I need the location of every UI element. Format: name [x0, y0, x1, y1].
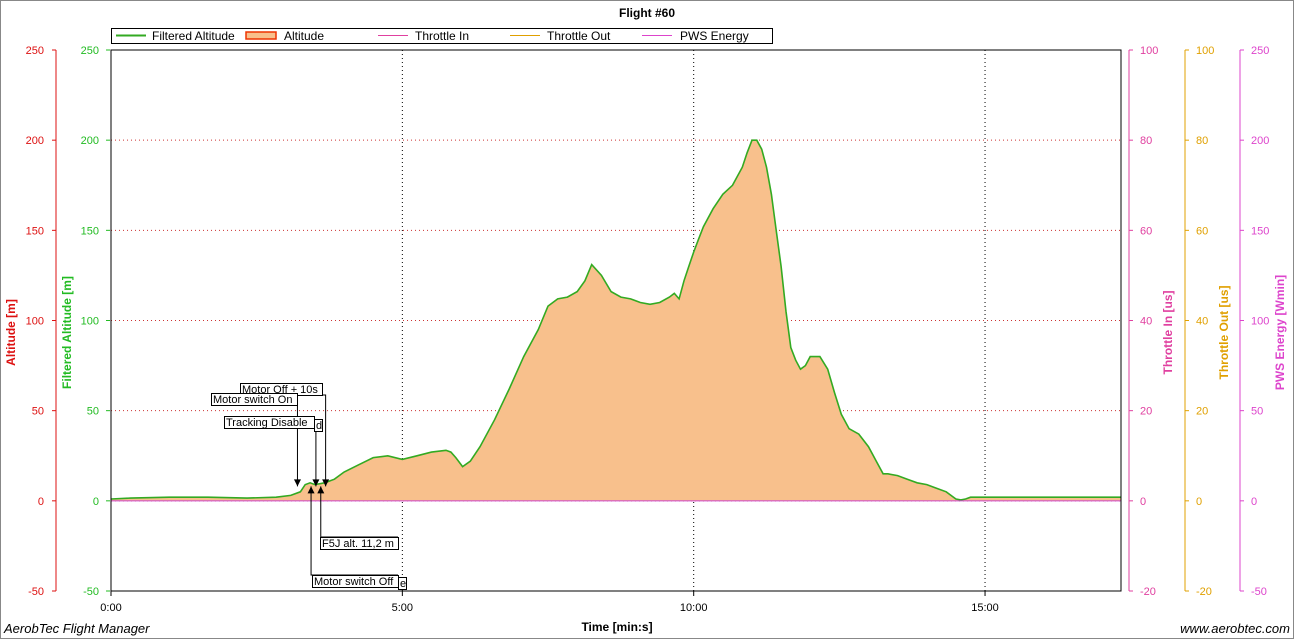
pws-energy-tick-label: 50 [1251, 406, 1263, 418]
altitude-tick-label: -50 [28, 586, 44, 598]
altitude-tick-label: 200 [26, 135, 44, 147]
pws-energy-tick-label: 0 [1251, 496, 1257, 508]
annotation-text: e [400, 578, 406, 590]
annotation-arrow [322, 479, 330, 487]
altitude-area [111, 140, 1121, 501]
filtered-altitude-tick-label: 100 [81, 316, 99, 328]
annotation-arrow [317, 486, 325, 494]
filtered-altitude-axis-title: Filtered Altitude [m] [60, 276, 74, 389]
annotation-leader [320, 486, 398, 538]
legend-swatch-altitude [245, 31, 277, 40]
throttle-in-tick-label: 80 [1140, 135, 1152, 147]
axes-layer: 0:00 5:00 10:00 15:00250200150100500-50Alti… [4, 45, 1287, 614]
legend-label-throttle-in: Throttle In [415, 29, 469, 43]
throttle-in-axis-title: Throttle In [us] [1161, 291, 1175, 375]
throttle-out-tick-label: 0 [1196, 496, 1202, 508]
annotation-text: d [316, 420, 322, 432]
throttle-out-axis-title: Throttle Out [us] [1217, 286, 1231, 380]
pws-energy-tick-label: -50 [1251, 586, 1267, 598]
annotation-text: Tracking Disable [226, 417, 308, 429]
legend: Filtered Altitude Altitude Throttle In T… [111, 28, 773, 44]
throttle-out-tick-label: 100 [1196, 45, 1214, 57]
x-tick-label: 0:00 [100, 602, 121, 614]
x-tick-label: 10:00 [680, 602, 708, 614]
throttle-out-tick-label: 60 [1196, 225, 1208, 237]
altitude-axis-title: Altitude [m] [4, 299, 18, 366]
annotation-text: Motor switch Off [314, 576, 394, 588]
x-tick-label: 5:00 [392, 602, 413, 614]
altitude-tick-label: 50 [32, 406, 44, 418]
throttle-in-tick-label: 0 [1140, 496, 1146, 508]
throttle-out-tick-label: 20 [1196, 406, 1208, 418]
filtered-altitude-tick-label: 200 [81, 135, 99, 147]
legend-label-throttle-out: Throttle Out [547, 29, 611, 43]
throttle-out-tick-label: -20 [1196, 586, 1212, 598]
legend-label-altitude: Altitude [284, 29, 324, 43]
throttle-in-tick-label: 20 [1140, 406, 1152, 418]
throttle-in-tick-label: 60 [1140, 225, 1152, 237]
filtered-altitude-tick-label: 250 [81, 45, 99, 57]
pws-energy-tick-label: 250 [1251, 45, 1269, 57]
throttle-in-tick-label: -20 [1140, 586, 1156, 598]
legend-label-pws-energy: PWS Energy [680, 29, 749, 43]
plot-layer [110, 49, 1121, 592]
throttle-out-tick-label: 80 [1196, 135, 1208, 147]
pws-energy-axis-title: PWS Energy [Wmin] [1273, 275, 1287, 390]
filtered-altitude-tick-label: 50 [87, 406, 99, 418]
legend-label-filtered-altitude: Filtered Altitude [152, 29, 235, 43]
throttle-out-tick-label: 40 [1196, 316, 1208, 328]
pws-energy-tick-label: 200 [1251, 135, 1269, 147]
footer-website: www.aerobtec.com [1180, 621, 1290, 636]
annotation-arrow [312, 479, 320, 487]
annotation-arrow [293, 479, 301, 487]
filtered-altitude-tick-label: 0 [93, 496, 99, 508]
altitude-tick-label: 150 [26, 225, 44, 237]
filtered-altitude-line [110, 139, 1121, 501]
chart-title: Flight #60 [619, 6, 675, 20]
x-tick-label: 15:00 [971, 602, 999, 614]
filtered-altitude-tick-label: 150 [81, 225, 99, 237]
altitude-tick-label: 100 [26, 316, 44, 328]
annotation-leader [310, 486, 398, 576]
plot-frame [110, 49, 1122, 592]
altitude-tick-label: 250 [26, 45, 44, 57]
pws-energy-tick-label: 100 [1251, 316, 1269, 328]
annotation-leader [314, 427, 317, 487]
annotation-leader [322, 394, 327, 487]
altitude-tick-label: 0 [38, 496, 44, 508]
footer-app-name: AerobTec Flight Manager [3, 621, 150, 636]
annotation-box [398, 577, 407, 590]
annotation-arrow [307, 486, 315, 494]
annotation-box [314, 419, 323, 432]
throttle-in-tick-label: 100 [1140, 45, 1158, 57]
annotation-box [211, 393, 298, 406]
throttle-in-tick-label: 40 [1140, 316, 1152, 328]
annotation-text: Motor switch On [213, 394, 292, 406]
x-axis-label: Time [min:s] [581, 620, 652, 634]
pws-energy-tick-label: 150 [1251, 225, 1269, 237]
filtered-altitude-tick-label: -50 [83, 586, 99, 598]
annotation-text: F5J alt. 11,2 m [322, 538, 394, 550]
